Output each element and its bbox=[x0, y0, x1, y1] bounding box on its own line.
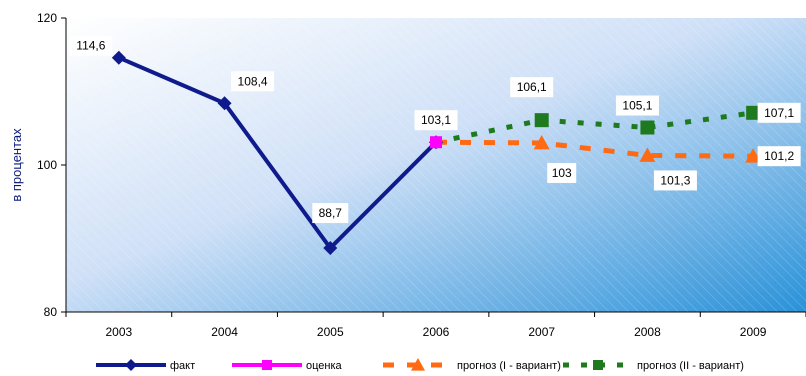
data-label-box bbox=[510, 77, 554, 98]
x-ticks: 2003 2004 2005 2006 2007 2008 2009 bbox=[65, 312, 806, 339]
y-ticks: 80 100 120 bbox=[37, 11, 66, 319]
data-label-box bbox=[653, 170, 697, 191]
plot-area-hatch bbox=[66, 18, 806, 312]
series-lines bbox=[118, 55, 754, 251]
legend-marker bbox=[262, 360, 272, 370]
data-label-box bbox=[547, 162, 577, 183]
data-point bbox=[217, 96, 232, 111]
data-point bbox=[746, 105, 761, 120]
y-tick-label: 80 bbox=[44, 305, 58, 319]
x-tick-label: 2008 bbox=[634, 325, 661, 339]
legend-label: прогноз (II - вариант) bbox=[637, 360, 744, 372]
data-labels: 114,6 108,4 88,7 103,1 103 101,3 101,2 106,1 105… bbox=[69, 35, 801, 224]
data-label-box bbox=[231, 71, 275, 92]
data-label: 108,4 bbox=[238, 74, 268, 88]
legend-marker bbox=[125, 359, 137, 371]
legend-marker bbox=[411, 358, 425, 371]
data-point bbox=[534, 113, 549, 128]
x-tick-label: 2004 bbox=[211, 325, 238, 339]
legend-marker bbox=[593, 360, 603, 370]
data-label: 101,3 bbox=[660, 173, 690, 187]
data-point bbox=[533, 134, 550, 150]
x-tick-label: 2009 bbox=[740, 325, 767, 339]
data-point bbox=[745, 148, 762, 163]
data-point bbox=[111, 50, 126, 65]
data-label: 101,2 bbox=[764, 149, 794, 163]
y-axis-label: в процентах bbox=[9, 128, 24, 202]
x-tick-label: 2005 bbox=[317, 325, 344, 339]
legend: факт оценка прогноз (I - вариант) прогноз (… bbox=[96, 358, 744, 372]
data-point bbox=[639, 147, 656, 162]
y-tick-label: 100 bbox=[37, 158, 57, 172]
series-markers bbox=[111, 50, 762, 256]
data-label: 107,1 bbox=[764, 106, 794, 120]
y-tick-label: 120 bbox=[37, 11, 57, 25]
legend-label: прогноз (I - вариант) bbox=[457, 360, 561, 372]
data-label-box bbox=[757, 102, 801, 123]
data-label: 103 bbox=[552, 166, 572, 180]
data-label: 103,1 bbox=[421, 113, 451, 127]
series-line bbox=[435, 139, 754, 159]
data-label: 114,6 bbox=[76, 39, 105, 53]
data-label-box bbox=[757, 146, 801, 167]
x-tick-label: 2003 bbox=[106, 325, 133, 339]
data-label: 106,1 bbox=[517, 80, 547, 94]
data-label: 88,7 bbox=[319, 206, 343, 220]
data-label-box bbox=[414, 110, 458, 131]
data-label-box bbox=[615, 95, 659, 116]
legend-label: оценка bbox=[306, 360, 343, 372]
data-point bbox=[640, 120, 655, 135]
data-point bbox=[430, 136, 442, 149]
series-line bbox=[118, 55, 438, 251]
x-tick-label: 2007 bbox=[528, 325, 555, 339]
data-label-box bbox=[312, 203, 349, 224]
x-tick-label: 2006 bbox=[423, 325, 450, 339]
data-label: 105,1 bbox=[622, 99, 652, 113]
legend-label: факт bbox=[170, 360, 195, 372]
data-label-box bbox=[69, 35, 113, 56]
data-point bbox=[323, 241, 338, 256]
